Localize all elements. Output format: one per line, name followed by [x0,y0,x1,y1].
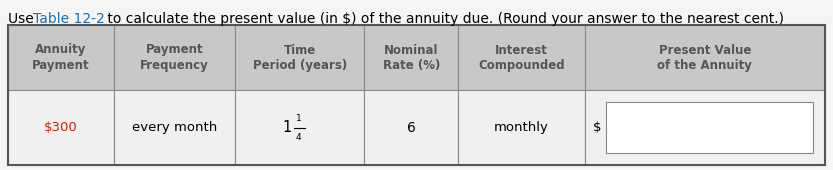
Bar [8,25,825,165]
Text: every month: every month [132,121,217,134]
Bar [114,25,235,90]
Text: Present Value
of the Annuity: Present Value of the Annuity [657,44,752,72]
Bar [585,25,825,90]
Bar [458,25,585,90]
Text: 1: 1 [296,114,302,123]
Bar [364,25,458,90]
Bar [585,90,825,165]
Bar [114,90,235,165]
Bar [8,25,114,90]
Text: monthly: monthly [494,121,549,134]
Bar [364,90,458,165]
Text: to calculate the present value (in $) of the annuity due. (Round your answer to : to calculate the present value (in $) of… [103,12,784,26]
Text: 6: 6 [407,121,416,134]
Text: Nominal
Rate (%): Nominal Rate (%) [382,44,440,72]
Text: Table 12-2: Table 12-2 [33,12,105,26]
Text: Use: Use [8,12,38,26]
Text: 1: 1 [282,120,292,135]
Text: $: $ [593,121,601,134]
Bar [8,90,114,165]
Text: $300: $300 [44,121,78,134]
Bar [458,90,585,165]
Text: Annuity
Payment: Annuity Payment [32,44,90,72]
Bar [235,25,364,90]
Text: Time
Period (years): Time Period (years) [252,44,347,72]
Bar [235,90,364,165]
Text: Payment
Frequency: Payment Frequency [140,44,209,72]
Text: 4: 4 [296,133,302,142]
Text: Interest
Compounded: Interest Compounded [478,44,565,72]
Bar [606,102,813,153]
